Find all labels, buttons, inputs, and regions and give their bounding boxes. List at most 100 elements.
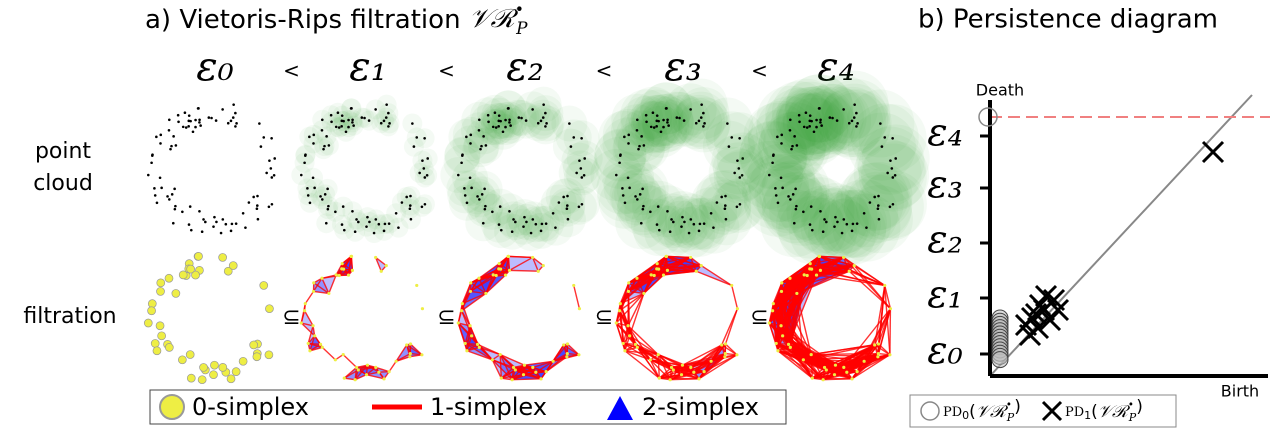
vertex bbox=[374, 256, 377, 259]
vertex bbox=[662, 273, 665, 276]
point bbox=[634, 195, 637, 198]
point bbox=[624, 201, 627, 204]
point bbox=[337, 111, 340, 114]
point bbox=[627, 142, 630, 145]
point bbox=[168, 118, 171, 121]
vertex bbox=[165, 343, 173, 351]
edge bbox=[343, 355, 356, 368]
point bbox=[168, 129, 171, 132]
point bbox=[833, 225, 836, 228]
point bbox=[566, 204, 569, 207]
vertex bbox=[469, 281, 472, 284]
point bbox=[424, 203, 427, 206]
vertex bbox=[856, 370, 859, 373]
point bbox=[798, 114, 801, 117]
notation-sup: • bbox=[1006, 400, 1012, 411]
point bbox=[636, 198, 639, 201]
point bbox=[312, 176, 315, 179]
vertex bbox=[810, 353, 813, 356]
point bbox=[702, 112, 705, 115]
point bbox=[853, 103, 856, 106]
pd-index: 1 bbox=[1084, 409, 1091, 422]
point bbox=[531, 218, 534, 221]
vertex bbox=[320, 277, 323, 280]
point bbox=[819, 210, 822, 213]
vertex bbox=[498, 262, 501, 265]
vertex bbox=[853, 264, 856, 267]
point bbox=[324, 193, 327, 196]
vertex bbox=[307, 342, 310, 345]
point bbox=[877, 207, 880, 210]
point bbox=[368, 119, 371, 122]
vertex bbox=[511, 378, 514, 381]
point bbox=[271, 176, 274, 179]
y-tick-label: ε₀ bbox=[927, 329, 963, 373]
point bbox=[698, 230, 701, 233]
point bbox=[484, 205, 487, 208]
vertex bbox=[260, 281, 268, 289]
vertex bbox=[822, 378, 825, 381]
point bbox=[809, 223, 812, 226]
point bbox=[478, 118, 481, 121]
vertex bbox=[692, 371, 695, 374]
point bbox=[822, 230, 825, 233]
vertex bbox=[312, 281, 315, 284]
vertex bbox=[572, 284, 575, 287]
point bbox=[640, 222, 643, 225]
point bbox=[820, 124, 823, 127]
point bbox=[540, 120, 543, 123]
point bbox=[325, 135, 328, 138]
vertex bbox=[703, 370, 706, 373]
point bbox=[851, 230, 854, 233]
vertex bbox=[795, 292, 798, 295]
edge bbox=[732, 285, 738, 308]
vertex bbox=[735, 353, 738, 356]
point bbox=[554, 226, 557, 229]
vertex bbox=[779, 324, 782, 327]
vertex bbox=[522, 373, 525, 376]
point bbox=[774, 187, 777, 190]
point bbox=[580, 137, 583, 140]
vertex bbox=[669, 378, 672, 381]
vertex bbox=[504, 273, 507, 276]
filtration bbox=[457, 255, 581, 382]
point bbox=[409, 207, 412, 210]
legend-vertex bbox=[160, 395, 184, 419]
vertex bbox=[351, 269, 354, 272]
vertex bbox=[338, 274, 341, 277]
vertex bbox=[210, 361, 218, 369]
point bbox=[482, 222, 485, 225]
point bbox=[802, 210, 805, 213]
point bbox=[781, 187, 784, 190]
point bbox=[703, 122, 706, 125]
pd-prefix: PD bbox=[1065, 405, 1084, 420]
point bbox=[562, 196, 565, 199]
point bbox=[265, 172, 268, 175]
point bbox=[383, 120, 386, 123]
point bbox=[815, 119, 818, 122]
point bbox=[188, 223, 191, 226]
point bbox=[424, 176, 427, 179]
point bbox=[361, 116, 364, 119]
edge bbox=[722, 309, 738, 345]
vertex bbox=[321, 346, 324, 349]
point bbox=[202, 218, 205, 221]
point bbox=[172, 135, 175, 138]
point bbox=[522, 225, 525, 228]
point bbox=[794, 188, 797, 191]
point bbox=[652, 111, 655, 114]
vertex bbox=[327, 292, 330, 295]
point bbox=[894, 157, 897, 160]
point bbox=[221, 108, 224, 111]
point bbox=[545, 122, 548, 125]
vertex bbox=[385, 264, 388, 267]
point bbox=[383, 230, 386, 233]
vertex bbox=[157, 287, 165, 295]
point bbox=[525, 119, 528, 122]
point bbox=[655, 125, 658, 128]
vertex bbox=[848, 270, 851, 273]
point bbox=[355, 218, 358, 221]
point bbox=[330, 120, 333, 123]
point bbox=[159, 176, 162, 179]
vertex bbox=[491, 358, 494, 361]
